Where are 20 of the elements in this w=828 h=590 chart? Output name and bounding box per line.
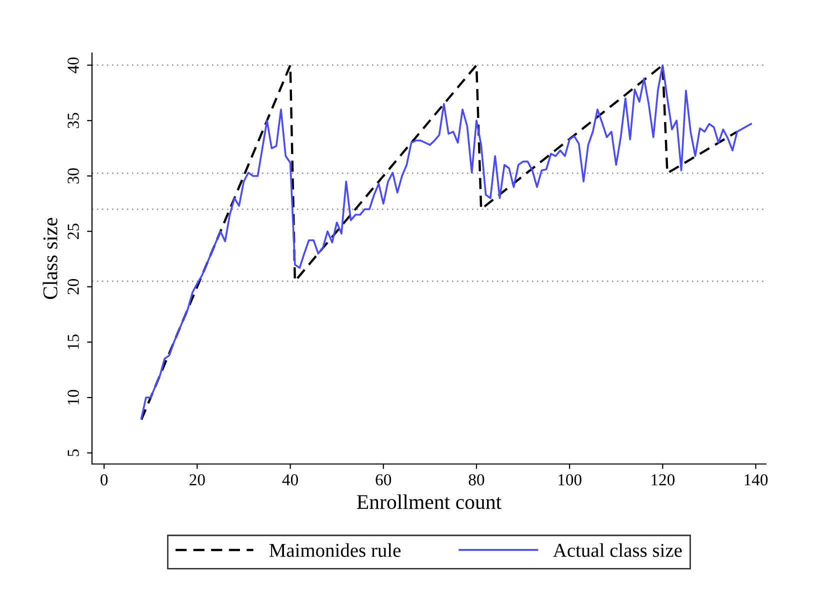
y-tick-label: 40	[68, 57, 79, 74]
x-tick-label: 0	[100, 474, 108, 486]
y-tick-label: 15	[68, 334, 79, 350]
legend-label: Actual class size	[553, 543, 682, 557]
x-axis-title: Enrollment count	[356, 494, 502, 510]
y-tick-label: 10	[68, 390, 79, 404]
x-tick-label: 140	[744, 474, 768, 486]
y-tick-label: 25	[68, 224, 79, 239]
x-tick-label: 20	[190, 474, 205, 486]
y-tick-label: 35	[68, 112, 79, 128]
x-tick-label: 120	[652, 474, 675, 486]
x-tick-label: 80	[468, 474, 484, 486]
x-tick-label: 60	[376, 474, 392, 486]
x-tick-label: 40	[282, 474, 298, 486]
y-tick-label: 20	[68, 279, 79, 294]
y-axis-title: Class size	[42, 218, 58, 300]
legend-label: Maimonides rule	[269, 543, 401, 557]
y-tick-label: 30	[68, 168, 79, 184]
y-tick-label: 5	[68, 449, 79, 456]
x-tick-label: 100	[558, 474, 582, 486]
